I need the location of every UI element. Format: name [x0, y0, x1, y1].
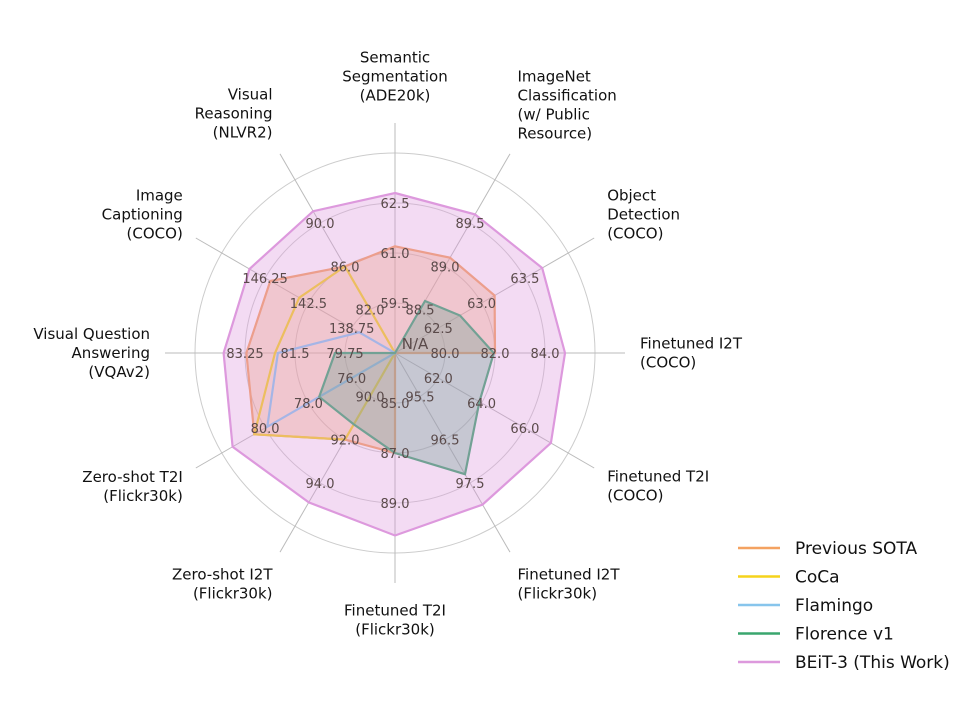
axis-title: Semantic Segmentation (ADE20k) — [342, 48, 447, 104]
axis-title: Zero-shot I2T (Flickr30k) — [172, 566, 273, 603]
tick-layer: 59.5 61.0 62.5 88.5 89.0 89.5 62.5 63.0 63.5 80.0… — [226, 197, 559, 512]
tick-label: 62.5 — [424, 322, 453, 337]
tick-label: 66.0 — [510, 422, 539, 437]
tick-label: 82.0 — [481, 347, 510, 362]
tick-label: 95.5 — [406, 390, 435, 405]
tick-label: 59.5 — [381, 297, 410, 312]
tick-label: 78.0 — [294, 397, 323, 412]
series-florence-v1 — [317, 299, 496, 476]
tick-label: 88.5 — [406, 304, 435, 319]
tick-label: 63.5 — [510, 272, 539, 287]
axis-title: Finetuned T2I (Flickr30k) — [344, 601, 446, 638]
axis-title: ImageNet Classification (w/ Public Resource… — [518, 68, 617, 143]
legend: Previous SOTA CoCa Flamingo Florence v1 BEiT… — [738, 539, 950, 673]
tick-label: 87.0 — [381, 447, 410, 462]
tick-label: 82.0 — [356, 304, 385, 319]
series-layer — [222, 191, 567, 537]
tick-label: 89.0 — [381, 497, 410, 512]
tick-label: 79.75 — [326, 347, 363, 362]
tick-label: 81.5 — [281, 347, 310, 362]
tick-label: 85.0 — [381, 397, 410, 412]
axis-title: Visual Reasoning (NLVR2) — [195, 85, 273, 141]
tick-label: 146.25 — [242, 272, 288, 287]
center-label: N/A — [402, 335, 429, 353]
series-previous-sota — [245, 245, 497, 455]
tick-label: 84.0 — [531, 347, 560, 362]
axis-title: Finetuned I2T (COCO) — [640, 334, 743, 371]
tick-label: 62.5 — [381, 197, 410, 212]
tick-label: 90.0 — [356, 390, 385, 405]
tick-label: 76.0 — [337, 372, 366, 387]
tick-label: 86.0 — [331, 260, 360, 275]
axis-title: Visual Question Answering (VQAv2) — [33, 325, 150, 381]
legend-label: Flamingo — [795, 596, 873, 616]
tick-label: 94.0 — [306, 477, 335, 492]
legend-label: Florence v1 — [795, 625, 894, 645]
tick-label: 89.5 — [456, 217, 485, 232]
tick-label: 83.25 — [226, 347, 263, 362]
tick-label: 61.0 — [381, 247, 410, 262]
legend-label: Previous SOTA — [795, 539, 917, 559]
axis-title: Object Detection (COCO) — [607, 187, 680, 243]
axis-title-layer: Semantic Segmentation (ADE20k) ImageNet Clas… — [33, 48, 742, 638]
axis-title: Zero-shot T2I (Flickr30k) — [82, 468, 183, 505]
tick-label: 62.0 — [424, 372, 453, 387]
axis-spoke — [394, 352, 595, 469]
tick-label: 63.0 — [467, 297, 496, 312]
series-beit-3-this-work — [222, 191, 567, 537]
axis-title: Finetuned T2I (COCO) — [607, 468, 709, 505]
legend-label: CoCa — [795, 568, 840, 588]
series-flamingo — [265, 331, 398, 429]
tick-label: 92.0 — [331, 434, 360, 449]
tick-label: 80.0 — [251, 422, 280, 437]
axis-title: Image Captioning (COCO) — [102, 187, 183, 243]
tick-label: 80.0 — [431, 347, 460, 362]
axis-title: Finetuned I2T (Flickr30k) — [518, 566, 621, 603]
tick-label: 89.0 — [431, 260, 460, 275]
tick-label: 64.0 — [467, 397, 496, 412]
tick-label: 90.0 — [306, 217, 335, 232]
tick-label: 142.5 — [290, 297, 327, 312]
tick-label: 96.5 — [431, 434, 460, 449]
legend-label: BEiT-3 (This Work) — [795, 653, 950, 673]
axis-spoke — [394, 352, 511, 553]
series-coca — [252, 264, 397, 441]
tick-label: 138.75 — [329, 322, 375, 337]
tick-label: 97.5 — [456, 477, 485, 492]
